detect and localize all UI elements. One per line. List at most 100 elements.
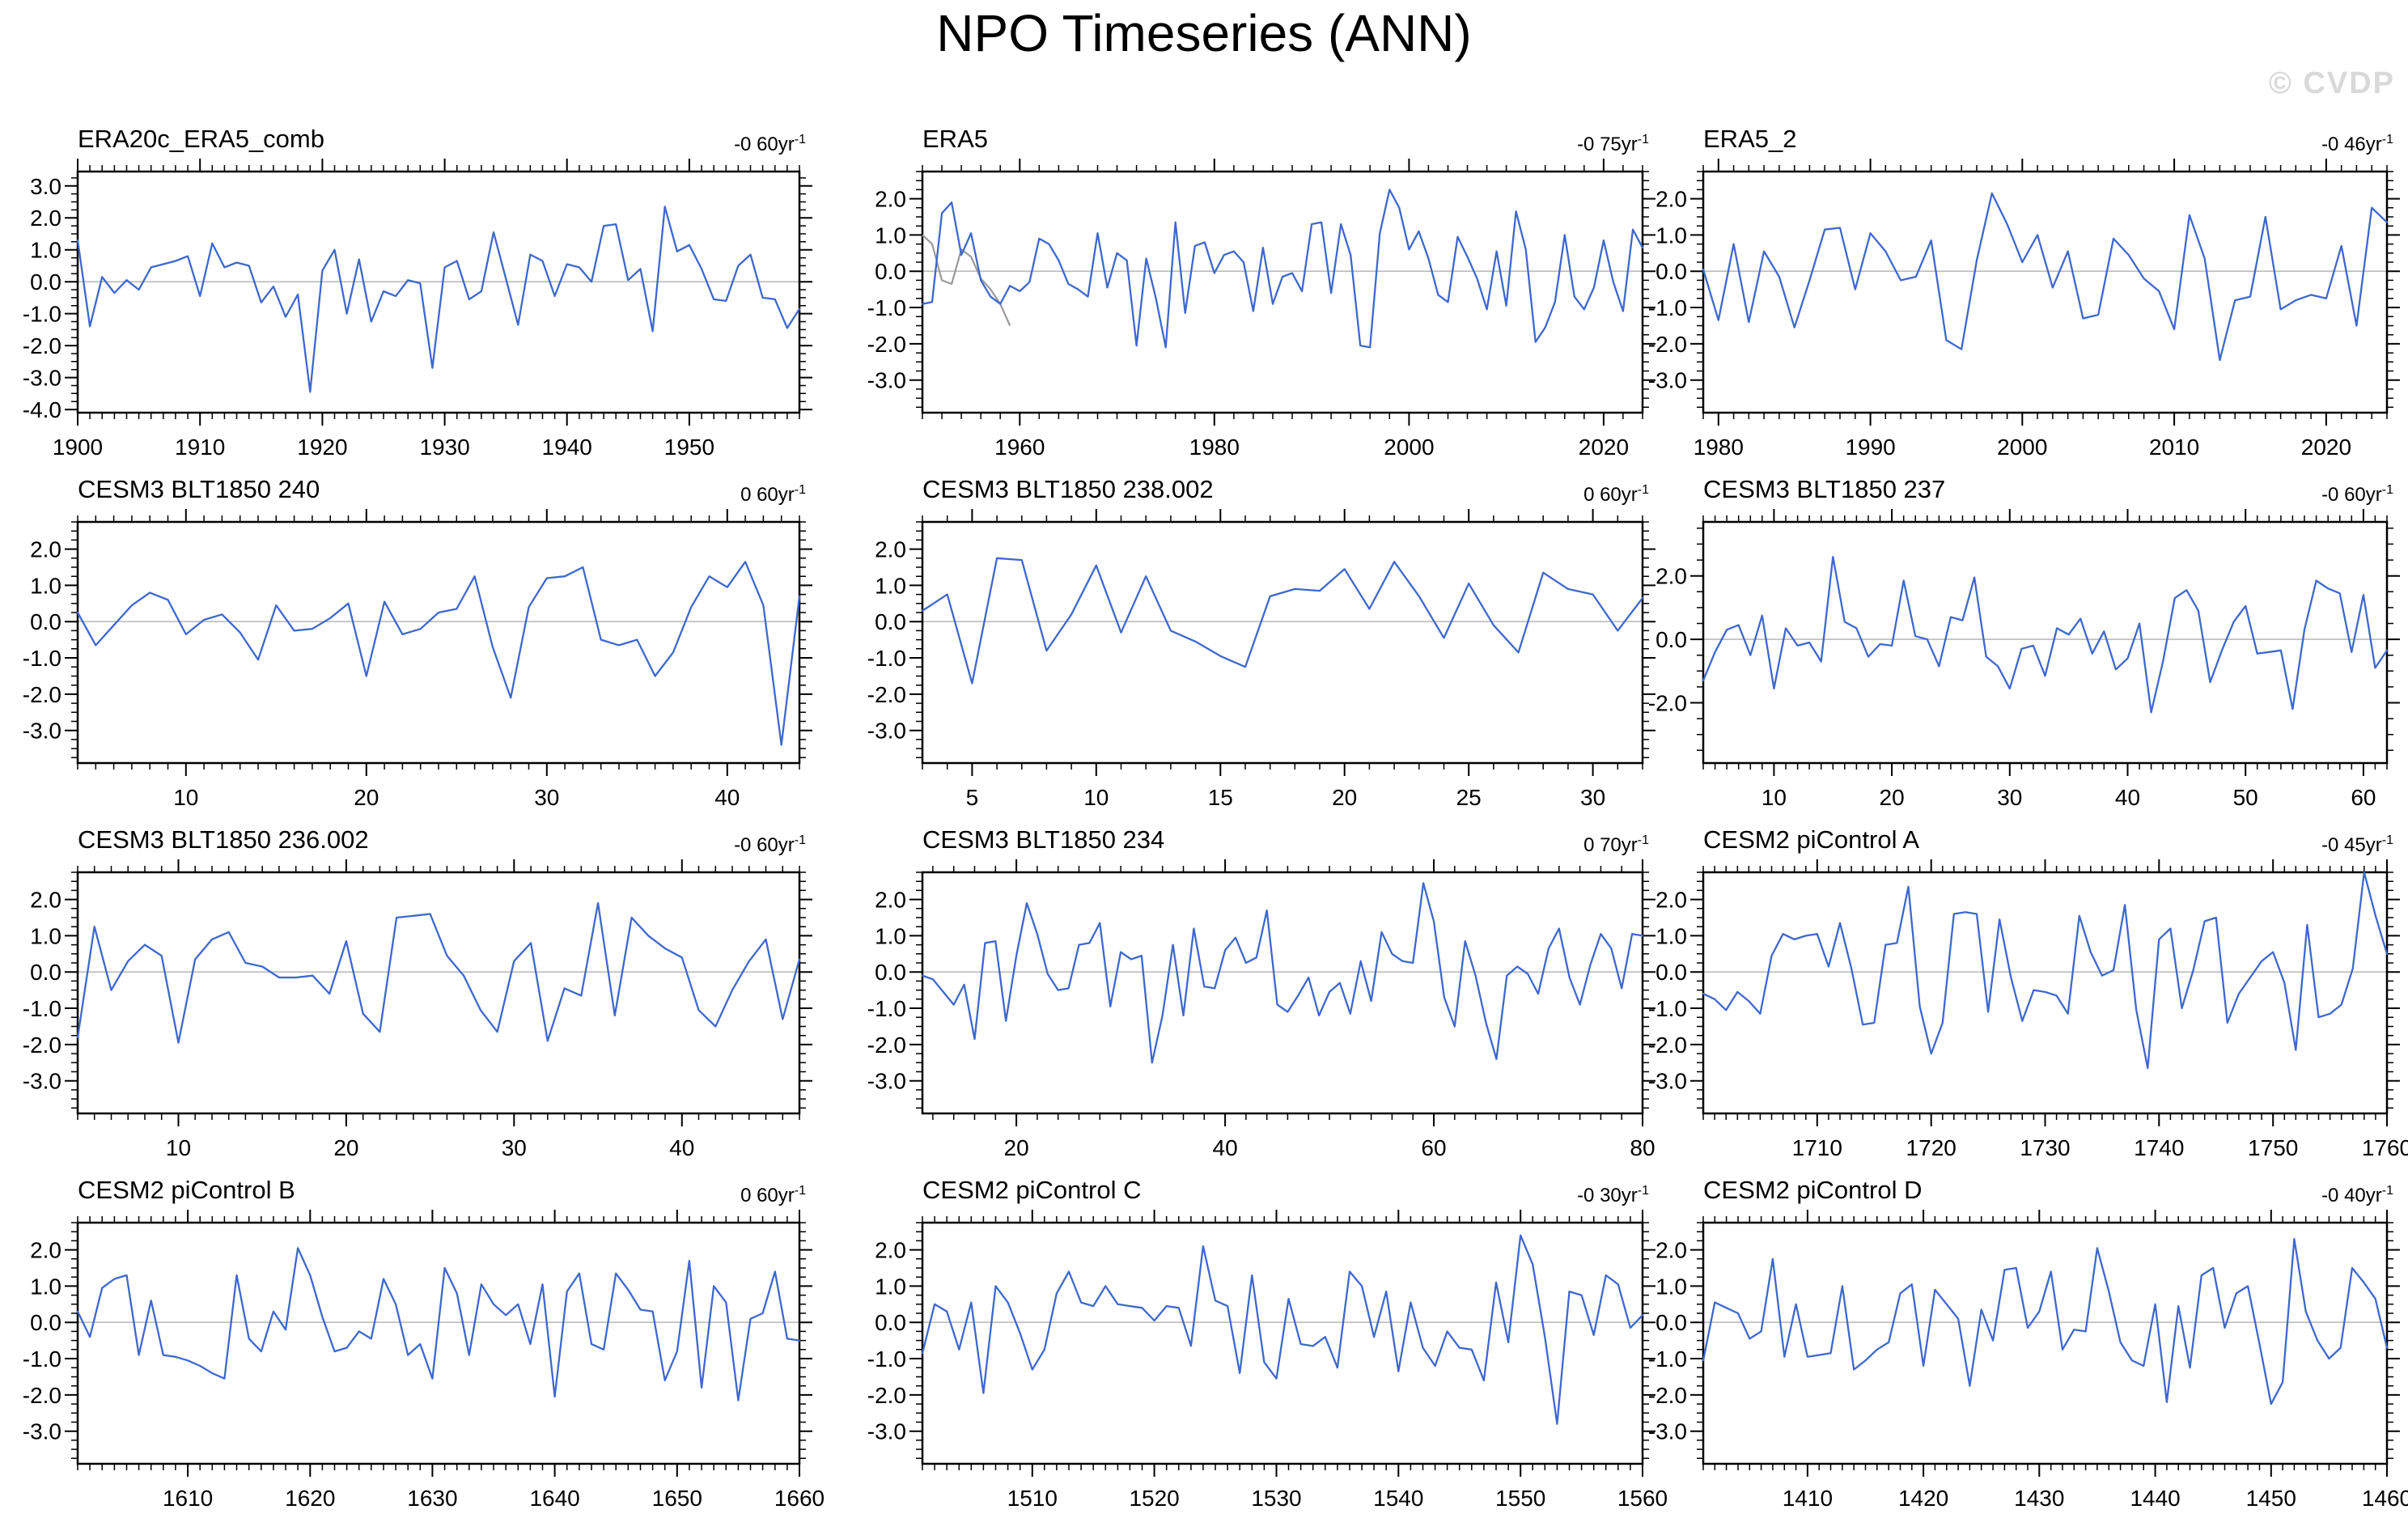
y-tick-label: -1.0 — [1648, 295, 1687, 320]
y-tick-label: 1.0 — [1656, 223, 1687, 248]
chart-trend-label: 0 60yr-1 — [1583, 483, 1649, 506]
plot-frame — [1702, 520, 2389, 765]
y-tick-label: -3.0 — [23, 1419, 61, 1444]
chart-title: CESM2 piControl C — [922, 1176, 1142, 1204]
y-tick-label: 2.0 — [1656, 888, 1687, 913]
y-tick-label: 0.0 — [30, 960, 61, 985]
y-tick-label: 1.0 — [875, 223, 906, 248]
major-ticks — [1690, 509, 2400, 776]
x-tick-label: 20 — [1332, 785, 1357, 810]
plot-frame — [76, 170, 801, 414]
major-ticks — [65, 859, 812, 1126]
x-tick-label: 10 — [1083, 785, 1109, 810]
minor-ticks — [71, 1216, 806, 1470]
major-ticks — [65, 1210, 812, 1477]
x-tick-label: 15 — [1208, 785, 1233, 810]
y-tick-label: -1.0 — [867, 295, 906, 320]
y-tick-label: 0.0 — [30, 609, 61, 634]
x-tick-label: 2000 — [1997, 435, 2047, 460]
chart-trend-label: -0 45yr-1 — [2321, 833, 2393, 856]
chart-title: CESM3 BLT1850 238.002 — [922, 475, 1214, 503]
major-ticks — [65, 509, 812, 776]
y-tick-label: -1.0 — [23, 302, 61, 327]
y-tick-label: -1.0 — [23, 1346, 61, 1372]
y-tick-label: 0.0 — [30, 269, 61, 295]
chart-plot: 2.0 1.0 0.0 -1.0 -2.0 -3.0 1510 1520 1530 1540 155… — [867, 1210, 1667, 1511]
y-tick-label: -3.0 — [1648, 368, 1687, 393]
x-tick-label: 1520 — [1129, 1486, 1179, 1511]
y-tick-label: -1.0 — [1648, 1346, 1687, 1372]
y-tick-label: -3.0 — [1648, 1069, 1687, 1094]
y-tick-label: -3.0 — [867, 1419, 906, 1444]
y-tick-label: -3.0 — [1648, 1419, 1687, 1444]
chart-plot: 2.0 1.0 0.0 -1.0 -2.0 -3.0 10 20 30 40 — [23, 859, 812, 1160]
y-tick-label: 1.0 — [1656, 923, 1687, 948]
chart-trend-label: 0 70yr-1 — [1583, 833, 1649, 856]
chart-title: CESM2 piControl B — [78, 1176, 295, 1204]
x-tick-label: 50 — [2233, 785, 2258, 810]
chart-panel: CESM3 BLT1850 240 0 60yr-1 2.0 1.0 0.0 -1.0… — [0, 473, 824, 826]
x-tick-label: 1440 — [2130, 1486, 2180, 1511]
minor-ticks — [71, 165, 806, 419]
chart-panel: ERA5_2 -0 46yr-1 2.0 1.0 0.0 -1.0 -2.0 -3.0 19… — [1626, 123, 2408, 476]
y-tick-label: -1.0 — [1648, 996, 1687, 1021]
y-tick-label: 0.0 — [1656, 627, 1687, 652]
chart-plot: 2.0 0.0 -2.0 10 20 30 40 50 60 — [1648, 509, 2400, 810]
page-title: NPO Timeseries (ANN) — [936, 4, 1472, 62]
x-tick-label: 1650 — [652, 1486, 702, 1511]
chart-trend-label: 0 60yr-1 — [740, 1184, 806, 1206]
x-tick-label: 1930 — [419, 435, 469, 460]
y-tick-label: 0.0 — [30, 1310, 61, 1335]
y-tick-label: 2.0 — [875, 1238, 906, 1263]
x-tick-label: 1910 — [175, 435, 225, 460]
y-tick-label: -3.0 — [867, 719, 906, 744]
chart-trend-label: -0 75yr-1 — [1577, 133, 1649, 155]
x-tick-label: 10 — [1761, 785, 1787, 810]
y-tick-label: -2.0 — [1648, 1033, 1687, 1058]
y-tick-label: 1.0 — [30, 573, 61, 598]
x-tick-label: 30 — [502, 1135, 527, 1160]
y-tick-label: -2.0 — [23, 333, 61, 358]
y-tick-label: -2.0 — [1648, 1383, 1687, 1408]
chart-panel: CESM2 piControl D -0 40yr-1 2.0 1.0 0.0 -1.… — [1626, 1174, 2408, 1527]
y-tick-label: 1.0 — [1656, 1274, 1687, 1299]
y-tick-label: 2.0 — [1656, 1238, 1687, 1263]
plot-frame — [1702, 1221, 2389, 1465]
chart-title: ERA5_2 — [1703, 125, 1797, 153]
major-ticks — [909, 1210, 1656, 1477]
x-tick-label: 20 — [1004, 1135, 1029, 1160]
x-tick-label: 1940 — [542, 435, 592, 460]
x-tick-label: 30 — [1580, 785, 1605, 810]
chart-title: CESM2 piControl A — [1703, 825, 1920, 854]
x-tick-label: 25 — [1456, 785, 1482, 810]
x-tick-label: 30 — [534, 785, 559, 810]
x-tick-label: 1720 — [1906, 1135, 1956, 1160]
y-tick-label: -2.0 — [1648, 332, 1687, 357]
x-tick-label: 2010 — [2149, 435, 2199, 460]
chart-panel: CESM3 BLT1850 237 -0 60yr-1 2.0 0.0 -2.0 10… — [1626, 473, 2408, 826]
y-tick-label: 0.0 — [1656, 960, 1687, 985]
x-tick-label: 80 — [1630, 1135, 1655, 1160]
chart-plot: 2.0 1.0 0.0 -1.0 -2.0 -3.0 1710 1720 1730 1740 175… — [1648, 859, 2408, 1160]
plot-frame — [76, 871, 801, 1115]
major-ticks — [1690, 159, 2400, 426]
x-tick-label: 2000 — [1384, 435, 1434, 460]
x-tick-label: 1610 — [163, 1486, 213, 1511]
y-tick-label: 1.0 — [30, 923, 61, 948]
y-tick-label: 0.0 — [875, 609, 906, 634]
minor-ticks — [1697, 515, 2393, 770]
timeseries-line — [1702, 192, 2389, 362]
chart-plot: 2.0 1.0 0.0 -1.0 -2.0 -3.0 1980 1990 2000 2010 202… — [1648, 159, 2400, 460]
timeseries-line — [1702, 1238, 2389, 1406]
y-tick-label: 1.0 — [30, 1274, 61, 1299]
x-tick-label: 1990 — [1845, 435, 1895, 460]
x-tick-label: 20 — [333, 1135, 358, 1160]
minor-ticks — [71, 515, 806, 770]
x-tick-label: 2020 — [1579, 435, 1629, 460]
y-tick-label: -3.0 — [23, 1069, 61, 1094]
x-tick-label: 60 — [1421, 1135, 1446, 1160]
x-tick-label: 1710 — [1792, 1135, 1842, 1160]
x-tick-label: 1410 — [1783, 1486, 1833, 1511]
y-tick-label: 0.0 — [1656, 259, 1687, 284]
